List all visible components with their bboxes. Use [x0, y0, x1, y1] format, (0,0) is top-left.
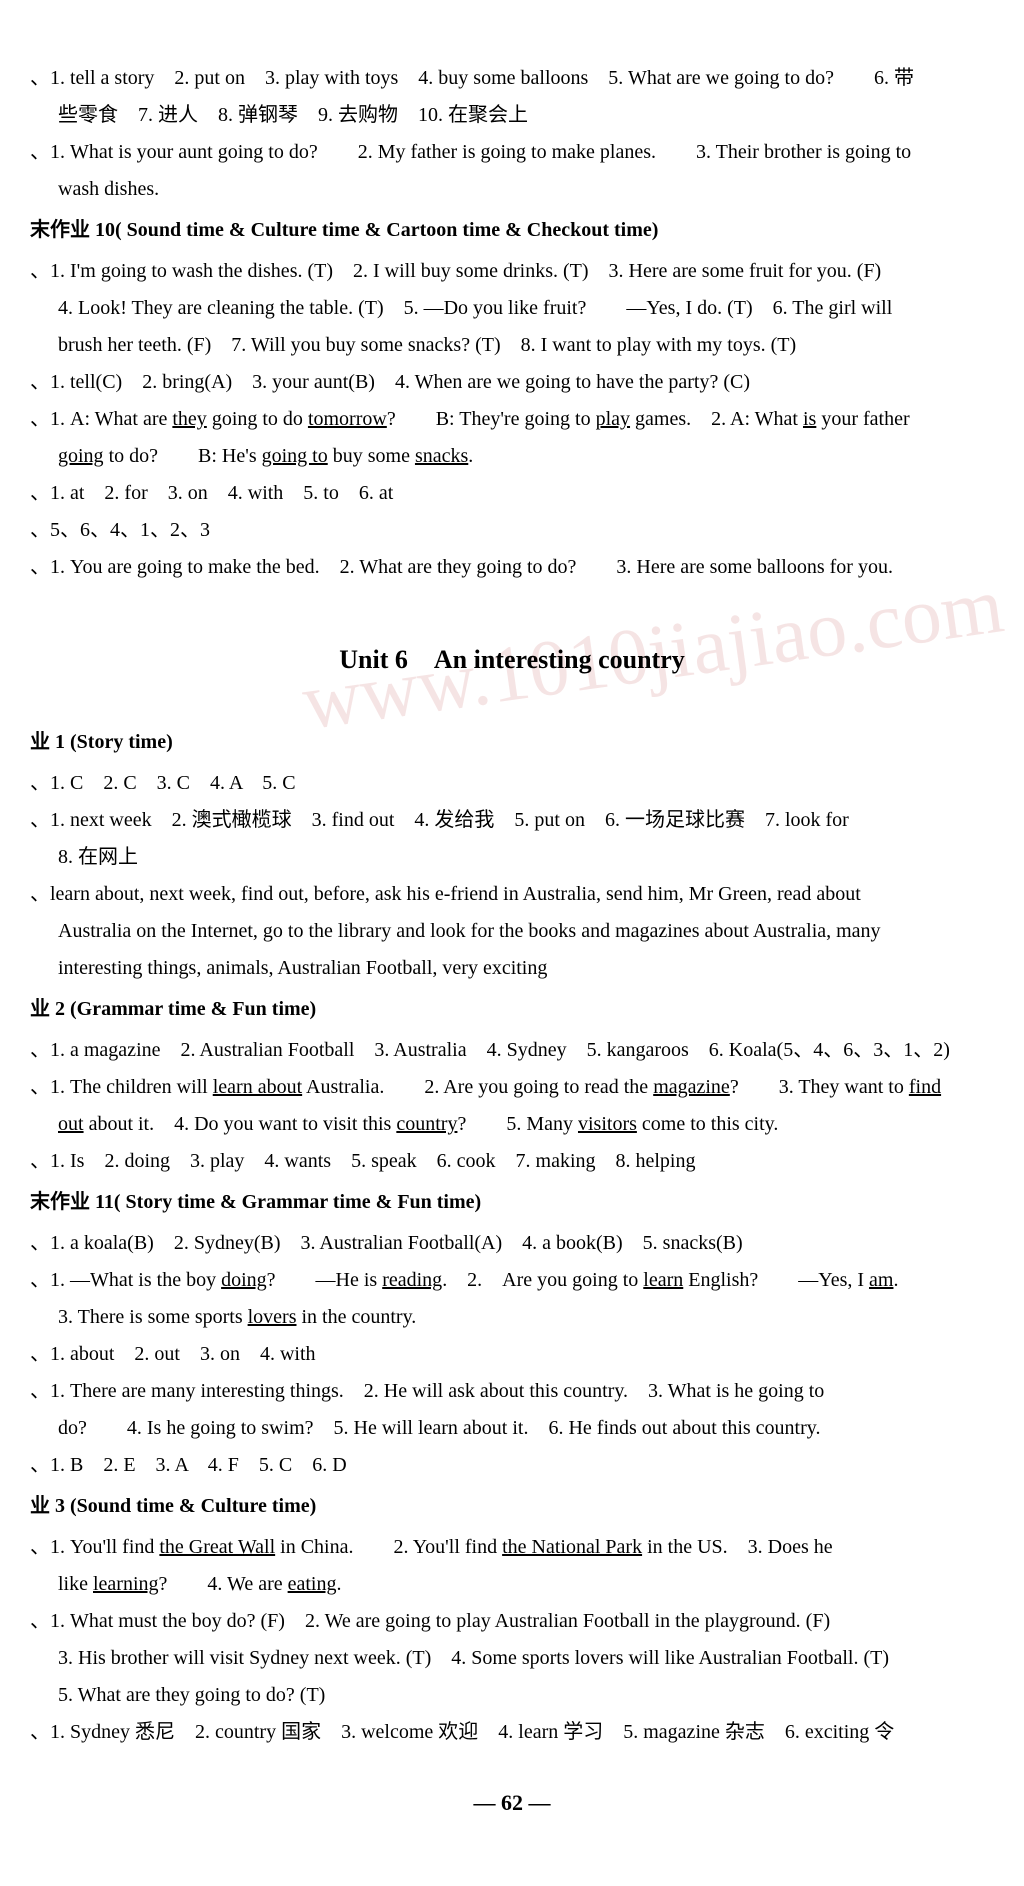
- underline-text: visitors: [578, 1113, 637, 1135]
- text: in the US. 3. Does he: [642, 1536, 833, 1558]
- text-line: 3. There is some sports lovers in the co…: [30, 1299, 994, 1336]
- underline-text: snacks: [415, 445, 468, 467]
- text-line: out about it. 4. Do you want to visit th…: [30, 1106, 994, 1143]
- text: 、1. You'll find: [30, 1536, 159, 1558]
- text-line: 、1. C 2. C 3. C 4. A 5. C: [30, 765, 994, 802]
- text-line: 8. 在网上: [30, 839, 994, 876]
- underline-text: am: [869, 1269, 893, 1291]
- text-line: 4. Look! They are cleaning the table. (T…: [30, 290, 994, 327]
- text-line: interesting things, animals, Australian …: [30, 950, 994, 987]
- page-number: — 62 —: [30, 1773, 994, 1824]
- underline-text: tomorrow: [308, 408, 387, 430]
- text: in the country.: [297, 1306, 417, 1328]
- underline-text: reading: [382, 1269, 442, 1291]
- text-line: Australia on the Internet, go to the lib…: [30, 913, 994, 950]
- text: .: [893, 1269, 898, 1291]
- text-line: 、1. —What is the boy doing? —He is readi…: [30, 1262, 994, 1299]
- text-line: 、1. B 2. E 3. A 4. F 5. C 6. D: [30, 1447, 994, 1484]
- text-line: 、1. tell a story 2. put on 3. play with …: [30, 60, 994, 97]
- unit-title: Unit 6 An interesting country: [30, 612, 994, 694]
- section-heading: 业 3 (Sound time & Culture time): [30, 1484, 994, 1529]
- text-line: 、1. tell(C) 2. bring(A) 3. your aunt(B) …: [30, 364, 994, 401]
- text: to do? B: He's: [104, 445, 262, 467]
- text-line: 、1. You are going to make the bed. 2. Wh…: [30, 549, 994, 586]
- text: games. 2. A: What: [630, 408, 803, 430]
- section-heading: 末作业 10( Sound time & Culture time & Cart…: [30, 208, 994, 253]
- underline-text: going to: [262, 445, 328, 467]
- text-line: 、1. Sydney 悉尼 2. country 国家 3. welcome 欢…: [30, 1714, 994, 1751]
- underline-text: magazine: [653, 1076, 730, 1098]
- underline-text: the National Park: [502, 1536, 642, 1558]
- text: buy some: [328, 445, 415, 467]
- underline-text: learning: [93, 1573, 159, 1595]
- text: ? —He is: [267, 1269, 383, 1291]
- text-line: 、1. There are many interesting things. 2…: [30, 1373, 994, 1410]
- text-line: 、1. What must the boy do? (F) 2. We are …: [30, 1603, 994, 1640]
- underline-text: eating: [288, 1573, 337, 1595]
- underline-text: out: [58, 1113, 84, 1135]
- text-line: 、5、6、4、1、2、3: [30, 512, 994, 549]
- text: about it. 4. Do you want to visit this: [84, 1113, 397, 1135]
- text: .: [468, 445, 473, 467]
- text: come to this city.: [637, 1113, 778, 1135]
- text-line: 、1. You'll find the Great Wall in China.…: [30, 1529, 994, 1566]
- text: .: [337, 1573, 342, 1595]
- text-line: brush her teeth. (F) 7. Will you buy som…: [30, 327, 994, 364]
- text-line: 、learn about, next week, find out, befor…: [30, 876, 994, 913]
- text: 、1. The children will: [30, 1076, 213, 1098]
- text: 、1. —What is the boy: [30, 1269, 221, 1291]
- underline-text: is: [803, 408, 816, 430]
- text: . 2. Are you going to: [442, 1269, 643, 1291]
- text: ? 4. We are: [159, 1573, 288, 1595]
- text: English? —Yes, I: [683, 1269, 869, 1291]
- text: 3. There is some sports: [58, 1306, 248, 1328]
- underline-text: the Great Wall: [159, 1536, 275, 1558]
- text-line: do? 4. Is he going to swim? 5. He will l…: [30, 1410, 994, 1447]
- text: 、1. A: What are: [30, 408, 172, 430]
- text-line: 、1. a koala(B) 2. Sydney(B) 3. Australia…: [30, 1225, 994, 1262]
- underline-text: country: [396, 1113, 457, 1135]
- text-line: 、1. A: What are they going to do tomorro…: [30, 401, 994, 438]
- text: your father: [816, 408, 909, 430]
- text-line: 、1. Is 2. doing 3. play 4. wants 5. spea…: [30, 1143, 994, 1180]
- underline-text: play: [596, 408, 630, 430]
- text: in China. 2. You'll find: [275, 1536, 502, 1558]
- text-line: 、1. The children will learn about Austra…: [30, 1069, 994, 1106]
- text-line: 、1. about 2. out 3. on 4. with: [30, 1336, 994, 1373]
- underline-text: doing: [221, 1269, 267, 1291]
- underline-text: going: [58, 445, 104, 467]
- text: ? B: They're going to: [387, 408, 596, 430]
- text-line: 、1. I'm going to wash the dishes. (T) 2.…: [30, 253, 994, 290]
- text: Australia. 2. Are you going to read the: [302, 1076, 653, 1098]
- underline-text: learn: [643, 1269, 683, 1291]
- text: ? 3. They want to: [730, 1076, 909, 1098]
- text-line: 些零食 7. 进人 8. 弹钢琴 9. 去购物 10. 在聚会上: [30, 97, 994, 134]
- section-heading: 末作业 11( Story time & Grammar time & Fun …: [30, 1180, 994, 1225]
- underline-text: lovers: [248, 1306, 297, 1328]
- text-line: going to do? B: He's going to buy some s…: [30, 438, 994, 475]
- text-line: 、1. a magazine 2. Australian Football 3.…: [30, 1032, 994, 1069]
- text-line: like learning? 4. We are eating.: [30, 1566, 994, 1603]
- text-line: 3. His brother will visit Sydney next we…: [30, 1640, 994, 1677]
- text-line: wash dishes.: [30, 171, 994, 208]
- section-heading: 业 2 (Grammar time & Fun time): [30, 987, 994, 1032]
- underline-text: they: [172, 408, 206, 430]
- underline-text: learn about: [213, 1076, 302, 1098]
- text: like: [58, 1573, 93, 1595]
- text-line: 、1. What is your aunt going to do? 2. My…: [30, 134, 994, 171]
- section-heading: 业 1 (Story time): [30, 720, 994, 765]
- text-line: 、1. at 2. for 3. on 4. with 5. to 6. at: [30, 475, 994, 512]
- text: going to do: [207, 408, 308, 430]
- page-content: 、1. tell a story 2. put on 3. play with …: [30, 60, 994, 1824]
- underline-text: find: [909, 1076, 941, 1098]
- text: ? 5. Many: [457, 1113, 578, 1135]
- text-line: 5. What are they going to do? (T): [30, 1677, 994, 1714]
- text-line: 、1. next week 2. 澳式橄榄球 3. find out 4. 发给…: [30, 802, 994, 839]
